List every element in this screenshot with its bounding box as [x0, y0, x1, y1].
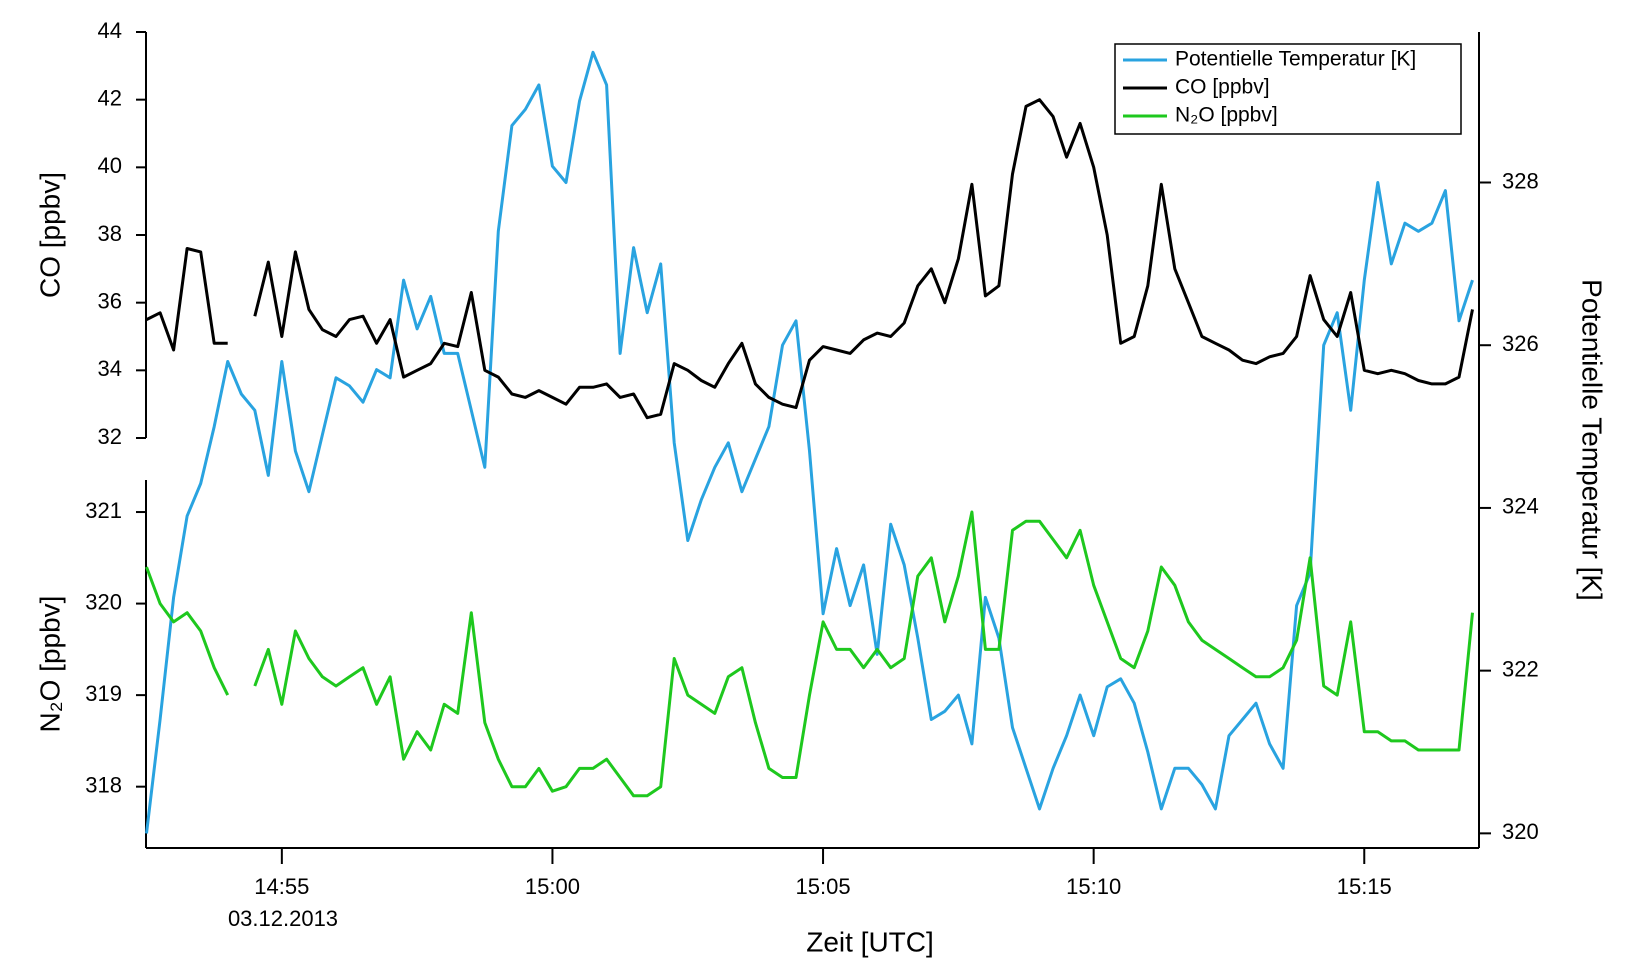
y2-tick-label: 328 [1502, 168, 1539, 193]
x-tick-label: 14:55 [254, 874, 309, 899]
x-axis-label: Zeit [UTC] [806, 926, 934, 957]
legend-box [1114, 43, 1462, 135]
legend-label: Potentielle Temperatur [K] [1175, 48, 1416, 71]
y-axis-label: CO [ppbv] [34, 172, 65, 298]
y-tick-label: 32 [98, 424, 122, 449]
x-tick-label: 15:15 [1337, 874, 1392, 899]
y-tick-label: 318 [85, 772, 122, 797]
y-tick-label: 320 [85, 589, 122, 614]
series-line [145, 510, 1474, 798]
x-tick-label: 15:10 [1066, 874, 1121, 899]
y-tick-label: 36 [98, 288, 122, 313]
x-tick-label: 15:05 [796, 874, 851, 899]
y-tick-label: 44 [98, 18, 122, 43]
y-tick-label: 319 [85, 681, 122, 706]
y2-tick-label: 324 [1502, 494, 1539, 519]
y-tick-label: 34 [98, 356, 122, 381]
legend-label: CO [ppbv] [1175, 76, 1270, 99]
y2-tick-label: 320 [1502, 819, 1539, 844]
y2-tick-label: 326 [1502, 331, 1539, 356]
series-line [145, 98, 1474, 420]
x-tick-label: 15:00 [525, 874, 580, 899]
y-tick-label: 42 [98, 85, 122, 110]
y-tick-label: 40 [98, 153, 122, 178]
y-tick-label: 321 [85, 498, 122, 523]
y-tick-label: 38 [98, 221, 122, 246]
y3-axis-label: N₂O [ppbv] [34, 596, 65, 733]
y2-tick-label: 322 [1502, 656, 1539, 681]
legend-label: N₂O [ppbv] [1175, 104, 1278, 127]
date-label: 03.12.2013 [228, 906, 338, 931]
y2-axis-label: Potentielle Temperatur [K] [1577, 279, 1608, 601]
series-line [145, 50, 1474, 834]
